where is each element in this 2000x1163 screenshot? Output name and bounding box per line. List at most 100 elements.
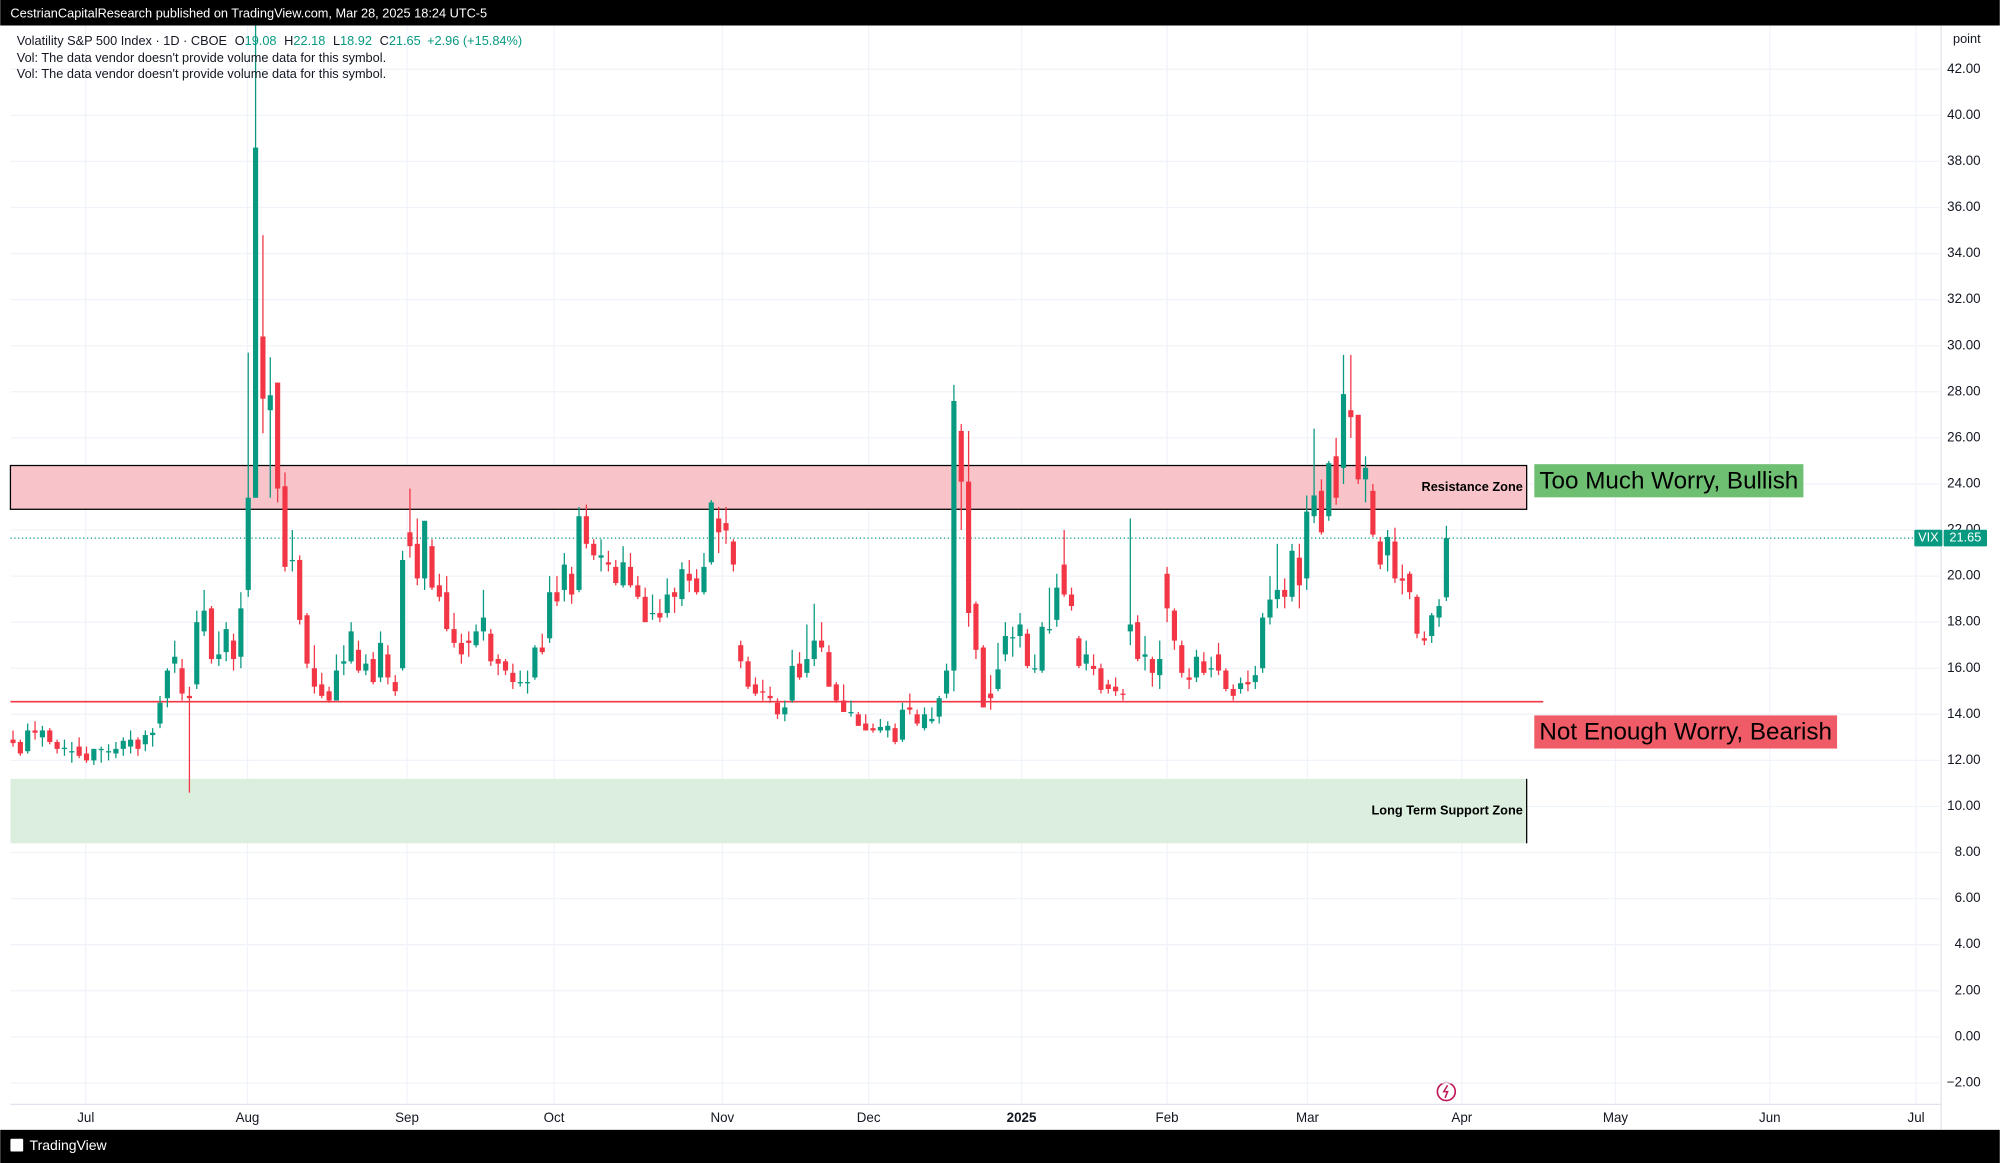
tv-logo [10, 1138, 24, 1152]
candle-body [164, 670, 170, 699]
candle-body [1215, 654, 1222, 671]
x-tick-label: Jun [1759, 1110, 1781, 1125]
candle-body [1429, 615, 1435, 636]
candle-body [1098, 668, 1104, 690]
candle-body [341, 661, 347, 664]
symbol: Volatility S&P 500 Index · 1D · CBOE [17, 33, 227, 48]
candle-body [429, 546, 435, 588]
candle-body [1164, 573, 1170, 609]
price-tag-value: 21.65 [1949, 529, 1981, 544]
candle-body [297, 559, 303, 620]
candle-body [150, 732, 156, 736]
candle-body [216, 654, 222, 660]
candle-body [510, 672, 516, 683]
y-tick-label: 16.00 [1947, 660, 1980, 675]
candle-body [69, 751, 75, 753]
candle-body [473, 631, 479, 646]
candle-body [76, 746, 82, 756]
candle-body [988, 693, 994, 699]
candle-body [238, 608, 244, 657]
candle-body [1421, 638, 1427, 641]
y-tick-label: 26.00 [1947, 429, 1980, 444]
candle-body [995, 669, 1001, 689]
annotation: Not Enough Worry, Bearish [1534, 715, 1838, 749]
candle-body [348, 631, 354, 662]
candle-body [583, 516, 589, 544]
candle-body [804, 659, 810, 673]
zone-label: Resistance Zone [1422, 479, 1523, 494]
candle-body [495, 659, 501, 664]
candle-body [61, 747, 68, 749]
candle-body [267, 395, 273, 411]
candle-body [142, 735, 148, 745]
candle-body [488, 633, 494, 662]
candle-body [1024, 633, 1030, 666]
candle-body [253, 147, 259, 498]
ohlc-label: L [333, 33, 340, 48]
candle-body [333, 670, 340, 701]
candle-body [385, 654, 391, 678]
candle-body [1032, 668, 1038, 670]
ohlc-label: O [235, 33, 245, 48]
ohlc-value: 18.92 [340, 33, 372, 48]
candle-body [877, 726, 883, 731]
candle-body [1326, 463, 1332, 517]
y-unit: point [1953, 31, 1981, 46]
candle-body [760, 691, 766, 693]
candle-body [561, 564, 567, 590]
candle-body [620, 562, 626, 586]
candle-body [951, 401, 957, 671]
y-tick-label: 24.00 [1947, 475, 1980, 490]
candle-body [436, 585, 442, 597]
y-tick-label: 32.00 [1947, 291, 1980, 306]
candle-body [1355, 414, 1361, 480]
footer-brand: TradingView [30, 1137, 108, 1153]
candle-body [966, 481, 972, 613]
candle-body [223, 629, 229, 653]
candle-body [1135, 622, 1141, 660]
candle-body [32, 730, 38, 733]
candle-body [414, 543, 420, 579]
annotation-box [1534, 464, 1804, 498]
candle-body [774, 702, 781, 715]
candle-body [54, 741, 60, 749]
candle-body [738, 645, 744, 662]
candle-body [1002, 635, 1008, 655]
candle-body [635, 585, 641, 597]
legend-line: Volatility S&P 500 Index · 1D · CBOE O19.… [17, 33, 522, 48]
candle-body [1090, 665, 1097, 669]
candle-body [782, 707, 788, 715]
candle-body [547, 592, 553, 639]
candle-body [422, 520, 428, 579]
candle-body [377, 642, 384, 678]
candle-body [1083, 654, 1089, 664]
candle-body [157, 702, 163, 724]
volume-note: Vol: The data vendor doesn't provide vol… [17, 50, 386, 65]
y-tick-label: 40.00 [1947, 107, 1980, 122]
candle-body [304, 615, 310, 664]
candle-body [260, 336, 266, 399]
change: +2.96 (+15.84%) [427, 33, 522, 48]
candle-body [1039, 626, 1045, 671]
candle-body [1157, 659, 1163, 676]
y-tick-label: 0.00 [1955, 1028, 1981, 1043]
candle-body [554, 592, 560, 602]
y-tick-label: 28.00 [1947, 383, 1980, 398]
zone [9, 464, 1528, 510]
candle-body [186, 695, 192, 699]
candle-body [1171, 610, 1177, 641]
x-tick-label: Oct [544, 1110, 565, 1125]
candle-body [943, 670, 950, 694]
x-tick-label: May [1603, 1110, 1629, 1125]
candle-body [694, 578, 700, 593]
candle-body [980, 647, 986, 708]
zone [10, 778, 1527, 844]
y-tick-label: 12.00 [1947, 752, 1980, 767]
y-tick-label: 8.00 [1955, 844, 1981, 859]
x-tick-label: Jul [1908, 1110, 1925, 1125]
candle-body [1392, 541, 1398, 579]
annotation: Too Much Worry, Bullish [1534, 464, 1804, 498]
candle-body [1068, 594, 1075, 607]
candle-body [605, 562, 611, 565]
